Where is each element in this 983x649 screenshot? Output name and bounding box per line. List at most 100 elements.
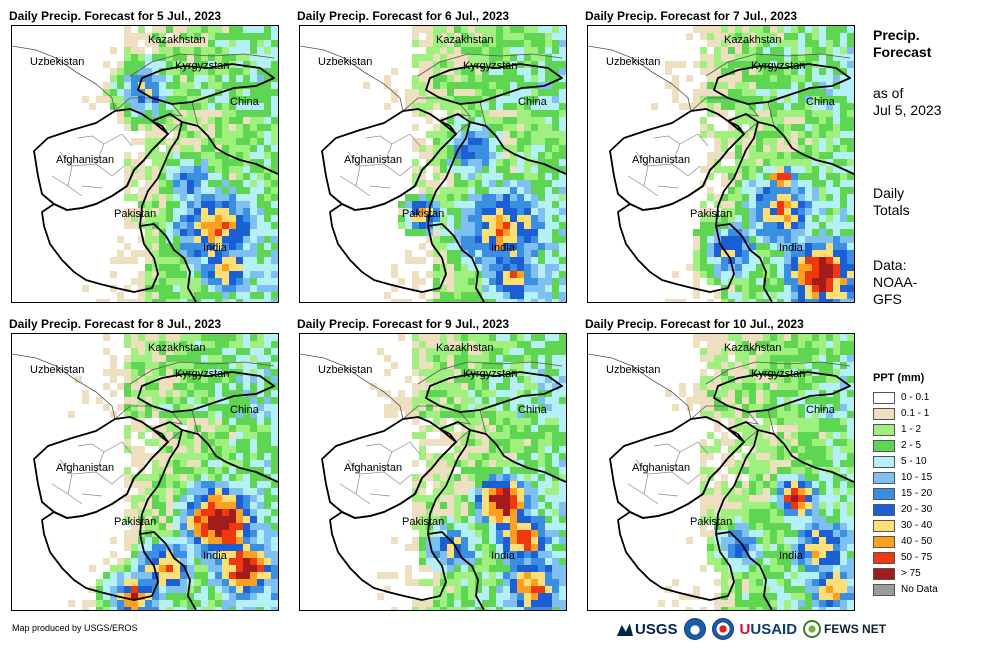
province-boundary — [77, 135, 105, 145]
country-label-kazakhstan: Kazakhstan — [436, 34, 494, 46]
panel-title: Daily Precip. Forecast for 5 Jul., 2023 — [9, 9, 222, 23]
focus-country-boundary — [137, 63, 275, 105]
precip-map-svg — [12, 26, 278, 302]
precip-map: Kazakhstan Uzbekistan Kyrgyzstan China Afgha… — [11, 25, 279, 303]
province-boundary — [369, 185, 391, 189]
province-boundary — [657, 185, 679, 189]
as-of-date: Jul 5, 2023 — [873, 102, 942, 118]
legend-item: 5 - 10 — [873, 454, 938, 469]
forecast-panel: Daily Precip. Forecast for 8 Jul., 2023 K… — [9, 317, 279, 611]
country-label-kyrgyzstan: Kyrgyzstan — [175, 60, 230, 72]
province-boundary — [81, 185, 103, 189]
province-boundary — [51, 483, 83, 505]
legend-label: 40 - 50 — [901, 536, 933, 547]
legend-swatch — [873, 503, 895, 516]
map-credit: Map produced by USGS/EROS — [12, 623, 138, 633]
usaid-logo-text: UUSAID — [739, 620, 798, 638]
country-label-china: China — [230, 96, 259, 108]
country-boundary — [743, 101, 775, 135]
legend-swatch — [873, 487, 895, 500]
legend-swatch — [873, 535, 895, 548]
nws-seal-icon — [711, 618, 734, 640]
focus-country-boundary — [425, 63, 563, 105]
legend-item: > 75 — [873, 566, 938, 581]
legend-item: 1 - 2 — [873, 422, 938, 437]
country-boundary — [588, 45, 692, 112]
country-label-india: India — [491, 242, 515, 254]
daily-label: Daily — [873, 185, 905, 201]
country-label-india: India — [491, 550, 515, 562]
panel-title: Daily Precip. Forecast for 8 Jul., 2023 — [9, 317, 222, 331]
focus-country-boundary — [427, 429, 566, 610]
legend-item: 30 - 40 — [873, 518, 938, 533]
country-boundary — [129, 53, 275, 77]
province-boundary — [627, 175, 659, 197]
country-label-china: China — [806, 404, 835, 416]
usgs-logo: USGS — [617, 621, 678, 638]
country-label-india: India — [203, 242, 227, 254]
sidebar-title-line2: Forecast — [873, 44, 932, 60]
focus-country-boundary — [617, 113, 759, 293]
data-source-line1: NOAA- — [873, 274, 918, 290]
legend-label: No Data — [901, 584, 938, 595]
legend-swatch — [873, 455, 895, 468]
country-boundary — [300, 45, 404, 112]
country-label-pakistan: Pakistan — [402, 208, 445, 220]
country-label-india: India — [203, 550, 227, 562]
precip-field — [307, 334, 566, 610]
province-boundary — [81, 493, 103, 497]
country-label-uzbekistan: Uzbekistan — [606, 56, 661, 68]
legend-swatch — [873, 423, 895, 436]
province-boundary — [399, 473, 413, 485]
country-boundary — [455, 101, 487, 135]
country-label-kyrgyzstan: Kyrgyzstan — [175, 368, 230, 380]
country-label-afghanistan: Afghanistan — [632, 462, 691, 474]
country-label-kazakhstan: Kazakhstan — [724, 34, 782, 46]
sidebar-title: Precip. Forecast — [873, 27, 931, 61]
country-label-india: India — [779, 242, 803, 254]
province-boundary — [121, 133, 133, 147]
sidebar-data-source: Data: NOAA- GFS — [873, 257, 917, 308]
country-label-pakistan: Pakistan — [690, 516, 733, 528]
focus-country-boundary — [329, 113, 471, 293]
country-label-kyrgyzstan: Kyrgyzstan — [751, 60, 806, 72]
legend-label: 20 - 30 — [901, 504, 933, 515]
legend-swatch — [873, 567, 895, 580]
focus-country-boundary — [137, 371, 275, 413]
legend-item: 0 - 0.1 — [873, 390, 938, 405]
focus-country-boundary — [617, 421, 759, 601]
legend-label: 0 - 0.1 — [901, 392, 930, 403]
country-label-kazakhstan: Kazakhstan — [724, 342, 782, 354]
usgs-wave-icon — [617, 623, 633, 636]
province-boundary — [399, 165, 413, 177]
focus-country-boundary — [41, 421, 183, 601]
country-label-china: China — [806, 96, 835, 108]
province-boundary — [697, 133, 709, 147]
sidebar-as-of: as of Jul 5, 2023 — [873, 85, 942, 119]
province-boundary — [627, 483, 659, 505]
precip-map-svg — [300, 26, 566, 302]
legend-item: 50 - 75 — [873, 550, 938, 565]
legend-item: 40 - 50 — [873, 534, 938, 549]
legend: PPT (mm) 0 - 0.1 0.1 - 1 1 - 2 2 - 5 5 - 10 1… — [873, 372, 938, 598]
panel-title: Daily Precip. Forecast for 9 Jul., 2023 — [297, 317, 510, 331]
country-label-kyrgyzstan: Kyrgyzstan — [463, 368, 518, 380]
legend-label: 0.1 - 1 — [901, 408, 930, 419]
country-label-uzbekistan: Uzbekistan — [318, 364, 373, 376]
forecast-panel: Daily Precip. Forecast for 7 Jul., 2023 K… — [585, 9, 855, 303]
legend-label: 5 - 10 — [901, 456, 927, 467]
panel-title: Daily Precip. Forecast for 10 Jul., 2023 — [585, 317, 804, 331]
province-boundary — [339, 175, 371, 197]
focus-country-boundary — [41, 113, 183, 293]
data-source-line2: GFS — [873, 291, 902, 307]
sidebar-daily-totals: Daily Totals — [873, 185, 910, 219]
country-label-uzbekistan: Uzbekistan — [318, 56, 373, 68]
legend-swatch — [873, 407, 895, 420]
precip-map-svg — [588, 26, 854, 302]
country-label-afghanistan: Afghanistan — [56, 154, 115, 166]
forecast-panel: Daily Precip. Forecast for 6 Jul., 2023 K… — [297, 9, 567, 303]
panel-title: Daily Precip. Forecast for 7 Jul., 2023 — [585, 9, 798, 23]
legend-swatch — [873, 551, 895, 564]
legend-label: 2 - 5 — [901, 440, 922, 451]
precip-map: Kazakhstan Uzbekistan Kyrgyzstan China Afgha… — [587, 333, 855, 611]
